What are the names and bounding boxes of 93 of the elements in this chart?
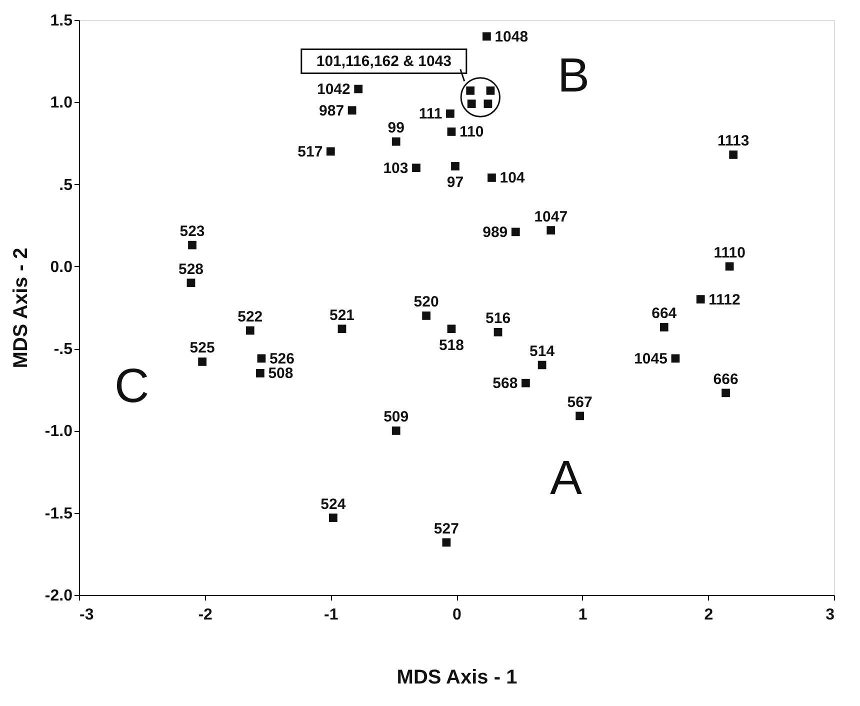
point [696,295,705,304]
point [451,162,460,170]
annotation: 527 [434,520,459,538]
point [482,32,491,41]
annotation: 111 [418,106,442,123]
point [576,412,584,420]
point [442,538,451,547]
annotation: 1042 [316,81,350,98]
point [467,100,476,108]
x-tick-label: -2 [198,606,213,624]
annotation: 568 [492,375,518,392]
x-tick-label: 3 [826,606,835,624]
annotation: 1045 [634,350,668,368]
annotation: 110 [459,124,484,141]
point [338,324,346,334]
point [725,262,734,271]
y-axis-title: MDS Axis - 2 [10,248,32,368]
point [446,109,454,118]
annotation: 522 [238,308,263,326]
y-tick-label: .5 [59,176,73,194]
point [484,100,492,108]
point [522,378,530,388]
annotation: 99 [388,120,404,137]
y-tick-label: -.5 [54,341,73,358]
x-tick-label: 2 [704,606,714,624]
point [198,358,206,366]
annotation: 1113 [717,132,750,150]
y-tick-label: -2.0 [44,588,73,604]
annotation: 1112 [708,291,740,308]
annotation: 1110 [714,244,746,262]
point [729,150,738,159]
y-tick-label: 1.5 [50,12,73,30]
annotation: 509 [384,408,409,426]
annotation: 567 [567,394,592,411]
annotation: 664 [652,305,678,322]
point [447,324,456,334]
annotation: 528 [178,260,204,278]
point [392,426,400,435]
annotation: 104 [500,170,526,187]
x-tick-label: -1 [324,606,338,624]
point [511,228,520,236]
y-tick-label: -1.5 [44,505,73,522]
annotation: 520 [414,294,439,311]
point [329,514,338,522]
annotation: 523 [180,223,205,240]
point [494,328,502,336]
point [246,326,254,335]
point [422,312,430,320]
y-tick-label: 1.0 [50,94,73,112]
point [186,278,196,288]
annotation: 101,116,162 & 1043 [316,53,452,70]
y-tick-label: -1.0 [44,423,73,440]
annotation: 526 [269,350,294,368]
point [354,84,363,94]
annotation: 666 [713,370,738,388]
point [660,323,668,332]
point [671,354,680,363]
annotation: 97 [446,174,464,192]
x-tick-label: -3 [80,606,94,624]
point [256,369,264,378]
x-tick-label: 0 [452,606,462,624]
point [538,360,546,370]
annotation: 521 [329,306,355,324]
annotation: 525 [190,340,215,357]
annotation: 524 [320,496,346,513]
point [188,240,196,250]
y-tick-label: 0.0 [50,258,73,276]
annotation: 514 [530,343,556,360]
annotation: 518 [438,336,464,354]
point [466,86,475,95]
annotation: 516 [486,310,511,328]
point [447,128,456,136]
point [722,388,730,398]
annotation: 508 [268,365,294,382]
point [486,86,495,95]
point [257,354,266,363]
annotation: 1047 [534,208,568,226]
point [348,106,356,115]
annotation: 987 [319,102,344,120]
x-tick-label: 1 [578,606,588,624]
annotation: 1048 [494,28,528,46]
annotation: A [550,452,582,505]
annotation: 103 [383,160,408,177]
x-axis-title: MDS Axis - 1 [396,666,518,688]
point [326,147,335,156]
annotation: C [114,360,150,413]
point [412,164,420,172]
point [488,174,496,182]
point [392,137,400,146]
point [546,226,556,234]
annotation: 989 [482,224,508,241]
annotation: 517 [298,143,323,160]
annotation: B [558,50,590,102]
